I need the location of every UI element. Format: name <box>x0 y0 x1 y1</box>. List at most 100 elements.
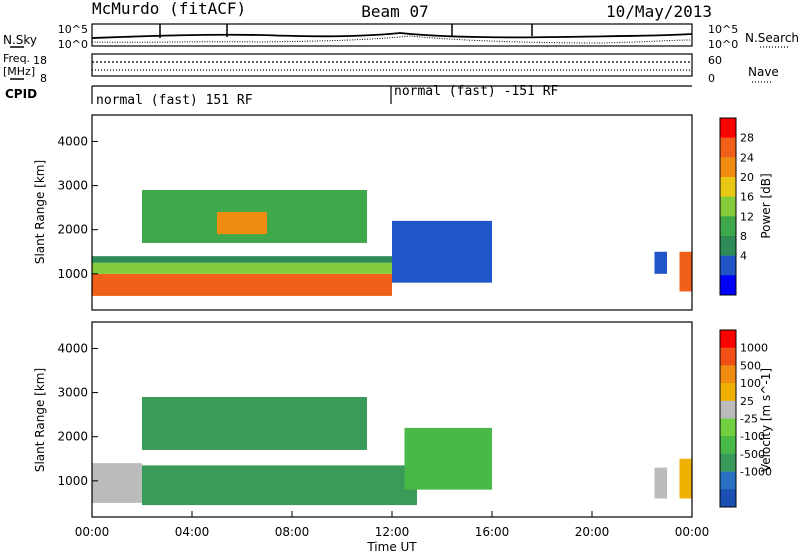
velocity-colorbar-swatch <box>720 347 736 366</box>
nave-tick-top: 60 <box>708 54 722 67</box>
power-colorbar-tick-label: 28 <box>740 132 754 145</box>
nsearch-label: N.Search <box>745 31 799 45</box>
time-tick-label: 00:00 <box>675 525 710 539</box>
time-tick-label: 00:00 <box>75 525 110 539</box>
freq-tick-top: 18 <box>33 54 47 67</box>
velocity-colorbar-tick-label: 100 <box>740 377 761 390</box>
cpid-label: CPID <box>5 87 37 101</box>
power-region <box>679 251 692 292</box>
power-colorbar-frame <box>719 117 737 296</box>
time-tick-label: 16:00 <box>475 525 510 539</box>
power-colorbar-swatch <box>720 118 736 138</box>
time-tick-label: 04:00 <box>175 525 210 539</box>
nsky-label: N.Sky <box>3 33 37 47</box>
freq-panel <box>91 53 693 77</box>
power-region <box>392 220 492 283</box>
velocity-colorbar-tick-label: 25 <box>740 395 754 408</box>
velocity-colorbar-ticks: 1000 500 100 25 -25 -100 -500 -1000 <box>740 342 772 479</box>
freq-label: Freq. <box>3 52 30 65</box>
nave-tick-bottom: 0 <box>708 72 715 85</box>
cpid-segment-2: normal (fast) -151 RF <box>394 84 559 99</box>
power-ylabel: Slant Range [km] <box>33 160 47 264</box>
velocity-ytick-label: 4000 <box>57 341 88 355</box>
velocity-ytick-label: 1000 <box>57 474 88 488</box>
time-tick-label: 12:00 <box>375 525 410 539</box>
power-regions <box>92 190 692 296</box>
freq-unit-label: [MHz] <box>3 65 35 78</box>
noise-tick-bottom-left: 10^0 <box>58 38 88 51</box>
power-region <box>92 273 392 296</box>
velocity-ytick-label: 3000 <box>57 386 88 400</box>
velocity-colorbar-frame <box>719 329 737 508</box>
noise-tick-top-left: 10^5 <box>58 23 88 36</box>
velocity-colorbar-tick-label: -1000 <box>740 466 772 479</box>
nave-label: Nave <box>748 65 779 79</box>
power-colorbar-swatch <box>720 177 736 197</box>
time-tick-label: 20:00 <box>575 525 610 539</box>
velocity-colorbar: 1000 500 100 25 -25 -100 -500 -1000 Velocity [m… <box>719 329 773 508</box>
velocity-region <box>92 463 142 503</box>
power-ytick-label: 3000 <box>57 179 88 193</box>
power-colorbar-swatch <box>720 255 736 276</box>
power-plot-frame <box>91 114 693 311</box>
beam-title: Beam 07 <box>361 2 428 21</box>
velocity-colorbar-swatches <box>720 330 736 508</box>
velocity-ylabel: Slant Range [km] <box>33 368 47 472</box>
station-title: McMurdo (fitACF) <box>92 0 246 18</box>
power-region <box>92 262 405 274</box>
power-colorbar-tick-label: 16 <box>740 191 754 204</box>
noise-tick-bottom-right: 10^0 <box>708 38 738 51</box>
velocity-region <box>142 465 417 506</box>
velocity-colorbar-swatch <box>720 365 736 384</box>
velocity-ytick-label: 2000 <box>57 430 88 444</box>
power-colorbar-swatch <box>720 216 736 237</box>
velocity-region <box>679 458 692 499</box>
date-title: 10/May/2013 <box>606 2 712 21</box>
velocity-colorbar-swatch <box>720 436 736 455</box>
power-ytick-label: 1000 <box>57 267 88 281</box>
noise-panel <box>91 23 693 47</box>
noise-tick-top-right: 10^5 <box>708 23 738 36</box>
velocity-region <box>404 427 492 490</box>
power-colorbar-label: Power [dB] <box>759 173 773 238</box>
velocity-colorbar-tick-label: -500 <box>740 448 765 461</box>
power-colorbar-swatch <box>720 137 736 158</box>
velocity-colorbar-swatch <box>720 453 736 472</box>
power-colorbar-swatch <box>720 196 736 217</box>
power-region <box>92 256 405 263</box>
freq-tick-bottom: 8 <box>40 72 47 85</box>
time-tick-label: 08:00 <box>275 525 310 539</box>
cpid-segment-1: normal (fast) 151 RF <box>96 93 253 108</box>
time-axis-label: Time UT <box>366 540 417 554</box>
power-colorbar-swatch <box>720 236 736 256</box>
power-ytick-label: 4000 <box>57 134 88 148</box>
power-colorbar-swatch <box>720 157 736 178</box>
velocity-panel: 1000 2000 3000 4000 Slant Range [km] <box>33 321 693 518</box>
nsearch-trace <box>91 35 693 44</box>
velocity-colorbar-swatch <box>720 471 736 490</box>
velocity-regions <box>92 397 692 506</box>
velocity-colorbar-swatch <box>720 489 736 508</box>
power-colorbar-tick-label: 24 <box>740 151 754 164</box>
power-colorbar-tick-label: 12 <box>740 210 754 223</box>
power-region <box>654 251 667 274</box>
velocity-colorbar-tick-label: -25 <box>740 413 758 426</box>
power-colorbar-tick-label: 20 <box>740 171 754 184</box>
power-colorbar: 28 24 20 16 12 8 4 Power [dB] <box>719 117 773 296</box>
velocity-colorbar-tick-label: 500 <box>740 359 761 372</box>
velocity-colorbar-label: Velocity [m s^-1] <box>759 368 773 472</box>
velocity-region <box>142 397 367 450</box>
velocity-colorbar-swatch <box>720 383 736 402</box>
time-axis-ticks: 00:00 04:00 08:00 12:00 16:00 20:00 00:00 <box>75 511 710 539</box>
power-colorbar-ticks: 28 24 20 16 12 8 4 <box>740 132 754 263</box>
velocity-region <box>654 467 667 499</box>
power-colorbar-swatches <box>720 118 736 296</box>
velocity-colorbar-swatch <box>720 418 736 437</box>
velocity-colorbar-swatch <box>720 400 736 419</box>
power-colorbar-tick-label: 8 <box>740 230 747 243</box>
nsky-trace <box>91 32 693 39</box>
power-yticks: 1000 2000 3000 4000 <box>57 134 98 281</box>
velocity-colorbar-swatch <box>720 330 736 348</box>
power-panel: 1000 2000 3000 4000 Slant Range [km] <box>33 114 693 311</box>
